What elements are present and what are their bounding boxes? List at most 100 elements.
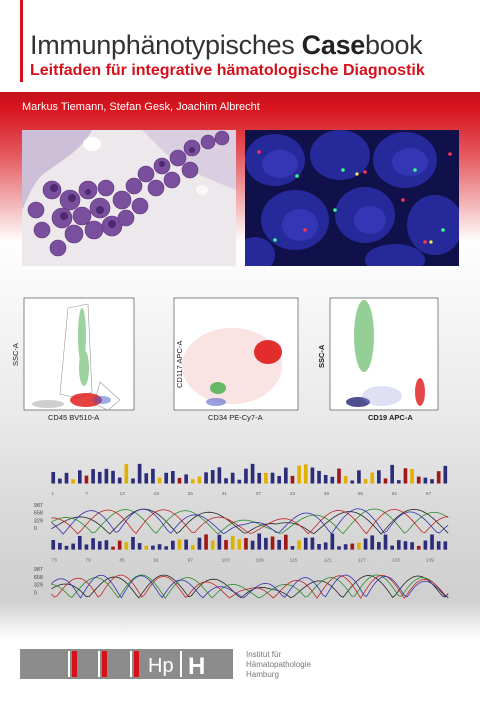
quality-bar	[363, 479, 368, 484]
quality-bar	[137, 543, 142, 550]
y-tick-label: 987	[34, 567, 43, 573]
position-label: 91	[154, 557, 160, 563]
flow-plot-cd45: SSC-A CD45 BV510-A	[8, 296, 138, 424]
quality-bar	[184, 539, 188, 550]
quality-bar	[104, 468, 109, 484]
y-tick-label: 658	[34, 575, 43, 581]
quality-bar	[151, 468, 155, 484]
quality-bar	[430, 534, 434, 550]
quality-bars-top	[51, 463, 448, 484]
quality-bar	[58, 478, 62, 484]
quality-bar	[297, 540, 301, 550]
quality-bar	[363, 538, 368, 550]
quality-bar	[383, 534, 388, 550]
quality-bar	[317, 544, 321, 550]
quality-bar	[190, 545, 195, 550]
quality-bar	[250, 463, 255, 484]
quality-bar	[64, 545, 69, 550]
quality-bar	[370, 535, 375, 550]
quality-bar	[370, 472, 375, 484]
quality-bars-bottom	[51, 533, 448, 550]
y-tick-label: 987	[34, 503, 43, 509]
quality-bar	[144, 545, 149, 550]
quality-bar	[210, 470, 215, 484]
quality-bar	[303, 464, 308, 484]
plot2-xlabel: CD34 PE-Cy7-A	[208, 413, 263, 422]
position-label: 79	[85, 557, 91, 563]
quality-bar	[410, 469, 414, 484]
position-label: 37	[256, 491, 262, 497]
position-label: 127	[358, 557, 366, 563]
quality-bar	[117, 477, 122, 484]
trace-bottom	[51, 574, 449, 599]
quality-bar	[357, 470, 361, 484]
quality-bar	[283, 534, 288, 550]
quality-bar	[250, 540, 255, 550]
plot3-xlabel: CD19 APC-A	[368, 413, 413, 422]
quality-bar	[383, 478, 388, 484]
quality-bar	[91, 469, 95, 484]
position-label: 121	[324, 557, 332, 563]
quality-bar	[164, 472, 169, 484]
quality-bar	[224, 539, 228, 550]
quality-bar	[217, 534, 222, 550]
blood-smear-photo	[22, 130, 236, 266]
quality-bar	[390, 545, 394, 550]
quality-bar	[77, 535, 82, 550]
quality-bar	[97, 541, 102, 550]
quality-bar	[157, 477, 162, 484]
quality-bar	[416, 545, 421, 550]
quality-bar	[403, 468, 408, 484]
quality-bar	[224, 478, 228, 484]
quality-bar	[310, 467, 315, 484]
quality-bar	[423, 477, 428, 484]
position-label: 25	[188, 491, 194, 497]
trace-top	[51, 508, 449, 535]
quality-bar	[177, 539, 182, 550]
quality-bar	[423, 540, 428, 550]
quality-bar	[64, 472, 69, 484]
fish-photo	[245, 130, 459, 266]
quality-bar	[297, 465, 301, 484]
positions-bottom: 73 79 85 91 97 103 109 115 121 127 133 139	[51, 557, 434, 563]
quality-bar	[290, 546, 295, 550]
authors: Markus Tiemann, Stefan Gesk, Joachim Alb…	[22, 101, 260, 113]
quality-bar	[197, 537, 202, 550]
trace-line	[51, 508, 449, 535]
quality-bar	[71, 479, 75, 484]
plot1-xlabel: CD45 BV510-A	[48, 413, 99, 422]
logo-hp-text: Hp	[148, 655, 174, 677]
quality-bar	[443, 465, 448, 484]
plot3-ylabel: SSC-A	[317, 344, 326, 368]
quality-bar	[124, 542, 129, 550]
trace-line	[51, 509, 449, 535]
position-label: 97	[188, 557, 194, 563]
quality-bar	[377, 542, 381, 550]
quality-bar	[204, 534, 208, 550]
trace-line	[51, 574, 449, 599]
quality-bar	[330, 533, 335, 550]
quality-bar	[204, 472, 208, 484]
flow-plot-cd34: CD117 APC-A CD34 PE-Cy7-A	[172, 296, 302, 424]
flow-plot-cd19: SSC-A CD19 APC-A	[312, 296, 442, 424]
quality-bar	[323, 542, 328, 550]
quality-bar	[317, 470, 321, 484]
trace-line	[51, 574, 449, 599]
y-tick-label: 0	[34, 526, 37, 532]
position-label: 133	[392, 557, 400, 563]
quality-bar	[144, 473, 149, 484]
quality-bar	[343, 544, 348, 550]
quality-bar	[343, 475, 348, 484]
quality-bar	[58, 542, 62, 550]
sequence-chromatogram: 1 7 13 19 25 31 37 43 49 55 61 67 987 658 329 0 73 79 85…	[30, 462, 455, 612]
trace-line	[51, 508, 449, 535]
trace-line	[51, 508, 449, 535]
quality-bar	[111, 546, 115, 550]
quality-bar	[210, 540, 215, 550]
y-tick-label: 0	[34, 590, 37, 596]
quality-bar	[283, 467, 288, 484]
quality-bar	[350, 543, 355, 550]
quality-bar	[410, 542, 414, 550]
quality-bar	[244, 538, 248, 550]
